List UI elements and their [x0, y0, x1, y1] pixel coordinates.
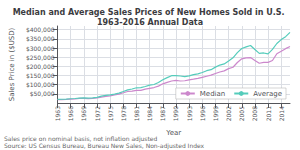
svg-text:1975: 1975 — [107, 106, 114, 121]
svg-text:1981: 1981 — [133, 106, 140, 121]
svg-text:1990: 1990 — [172, 106, 179, 121]
svg-text:Average: Average — [253, 90, 282, 98]
svg-text:$100,000: $100,000 — [26, 81, 55, 88]
svg-text:1996: 1996 — [199, 106, 206, 121]
svg-text:$300,000: $300,000 — [26, 45, 55, 52]
svg-text:1966: 1966 — [67, 106, 74, 121]
svg-text:2008: 2008 — [251, 106, 258, 121]
svg-text:Year: Year — [165, 129, 181, 137]
svg-text:$50,000: $50,000 — [30, 90, 55, 97]
svg-text:1972: 1972 — [94, 106, 101, 121]
svg-text:2002: 2002 — [225, 106, 232, 121]
svg-text:$400,000: $400,000 — [26, 26, 55, 33]
svg-text:1999: 1999 — [212, 106, 219, 121]
svg-text:Source: US Census Bureau, Bure: Source: US Census Bureau, Bureau New Sal… — [4, 142, 205, 150]
svg-text:1963: 1963 — [54, 106, 61, 121]
svg-text:Median: Median — [200, 90, 225, 98]
svg-text:1984: 1984 — [146, 106, 153, 121]
svg-text:Median and Average Sales Price: Median and Average Sales Prices of New H… — [13, 8, 288, 17]
svg-text:$350,000: $350,000 — [26, 35, 55, 42]
svg-text:1963-2016 Annual Data: 1963-2016 Annual Data — [97, 18, 203, 27]
svg-text:2014: 2014 — [278, 106, 285, 121]
svg-text:1993: 1993 — [186, 106, 193, 121]
svg-text:1978: 1978 — [120, 106, 127, 121]
svg-text:Sales price on nominal basis,: Sales price on nominal basis, not inflat… — [4, 134, 158, 142]
svg-text:$200,000: $200,000 — [26, 63, 55, 70]
svg-text:Sales Price in ($USD): Sales Price in ($USD) — [8, 27, 16, 101]
svg-text:2011: 2011 — [265, 106, 272, 121]
svg-text:1987: 1987 — [159, 106, 166, 121]
svg-text:1969: 1969 — [80, 106, 87, 121]
svg-text:2005: 2005 — [238, 106, 245, 121]
svg-text:$250,000: $250,000 — [26, 54, 55, 61]
svg-text:$150,000: $150,000 — [26, 72, 55, 79]
